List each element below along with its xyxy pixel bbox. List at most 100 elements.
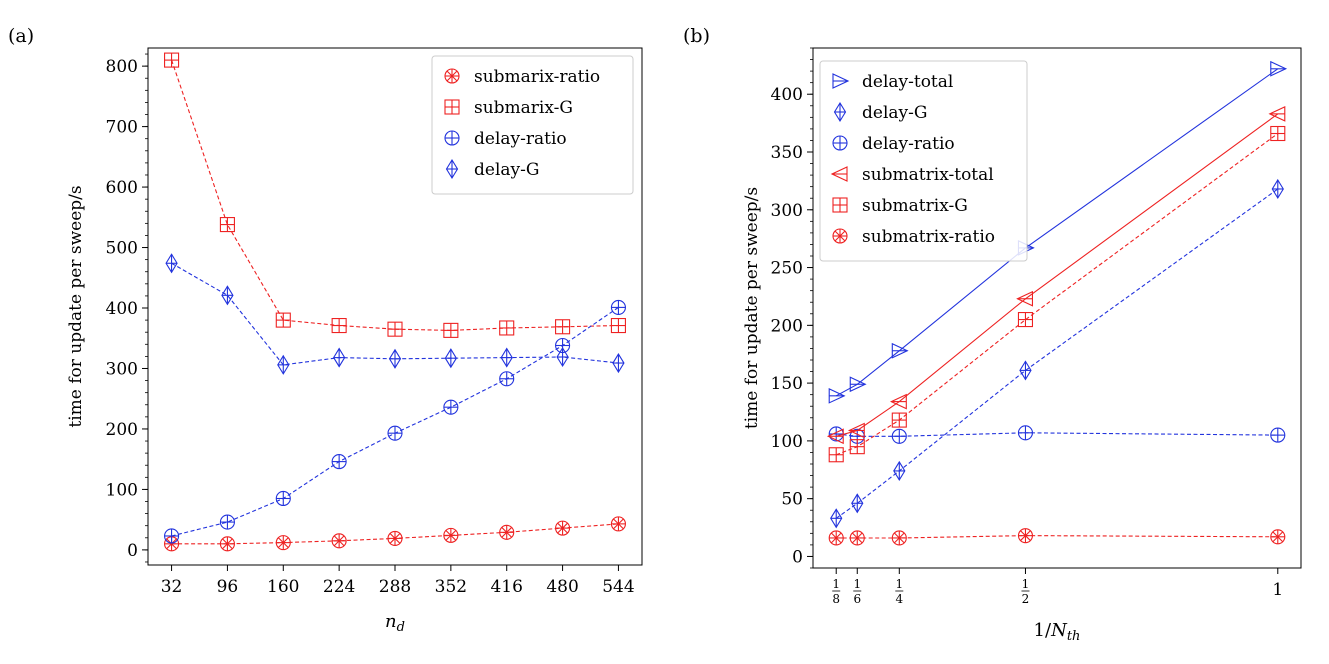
data-point-submatrix-total-1	[847, 422, 865, 439]
y-tick-label: 500	[106, 239, 138, 259]
y-tick-label: 0	[792, 547, 803, 567]
data-point-delay-total-4	[1270, 60, 1288, 77]
y-tick-label: 200	[771, 316, 803, 336]
fraction-denominator: 8	[832, 592, 840, 606]
data-point-delay-G-2	[893, 460, 906, 481]
data-point-submarix-ratio-4	[387, 530, 403, 546]
legend-marker-delay-G	[445, 158, 459, 180]
data-point-delay-ratio-8	[610, 299, 626, 315]
legend-marker-delay-ratio	[832, 135, 848, 151]
data-point-delay-G-1	[851, 493, 864, 514]
x-tick-label-fraction: 12	[1021, 577, 1030, 606]
legend-marker-submatrix-total	[830, 166, 848, 182]
y-tick-label: 400	[106, 299, 138, 319]
data-point-submatrix-G-3	[1017, 312, 1034, 328]
data-point-submatrix-ratio-4	[1270, 529, 1286, 545]
data-point-delay-total-1	[849, 376, 867, 393]
data-point-submarix-G-8	[610, 317, 626, 334]
data-point-delay-ratio-6	[499, 371, 515, 387]
data-point-delay-G-0	[830, 508, 843, 529]
legend-label-submarix-ratio: submarix-ratio	[474, 67, 600, 87]
data-point-submatrix-ratio-0	[828, 530, 844, 546]
legend-label-submatrix-G: submatrix-G	[862, 196, 968, 216]
y-axis-label: time for update per sweep/s	[66, 185, 86, 427]
data-point-submatrix-total-3	[1016, 290, 1034, 307]
data-point-delay-ratio-3	[1017, 425, 1034, 441]
chart-panel-a: 0 100 200 300 400 500 600 700 800 32 96 160 224 288 35…	[66, 47, 643, 635]
y-tick-label: 600	[106, 178, 138, 198]
legend: submarix-ratio submarix-G delay-ratio delay…	[431, 55, 634, 195]
y-tick-label: 200	[106, 420, 138, 440]
data-point-submarix-G-4	[387, 321, 403, 337]
legend-box	[819, 60, 1028, 262]
legend-marker-delay-G	[833, 101, 847, 123]
legend-marker-submarix-G	[444, 99, 460, 115]
data-point-submarix-ratio-3	[331, 533, 347, 549]
legend-label-submatrix-ratio: submatrix-ratio	[862, 227, 995, 247]
legend-box	[431, 55, 634, 195]
data-point-submarix-ratio-5	[443, 527, 459, 543]
fraction-denominator: 4	[895, 592, 903, 606]
data-point-submarix-G-3	[331, 317, 347, 334]
panel-a-label: (a)	[8, 25, 34, 47]
fraction-denominator: 6	[853, 592, 861, 606]
data-point-submarix-G-0	[164, 52, 180, 68]
legend: delay-total delay-G delay-ratio submatrix-t…	[819, 60, 1028, 262]
legend-marker-submatrix-G	[832, 197, 848, 213]
panel-b-label: (b)	[683, 25, 710, 47]
data-point-submatrix-total-4	[1268, 106, 1286, 122]
data-point-submatrix-G-4	[1270, 125, 1286, 142]
y-tick-label: 300	[771, 201, 803, 221]
data-point-delay-total-2	[891, 342, 909, 359]
data-point-delay-ratio-0	[828, 426, 844, 442]
legend-label-submatrix-total: submatrix-total	[862, 165, 994, 185]
x-axis-label: nd	[385, 611, 405, 635]
data-point-delay-G-3	[332, 347, 346, 368]
data-point-submatrix-ratio-3	[1017, 528, 1034, 544]
data-point-submarix-ratio-6	[499, 524, 515, 540]
data-point-submatrix-ratio-2	[891, 530, 907, 546]
data-point-delay-ratio-1	[219, 514, 235, 530]
legend-label-submarix-G: submarix-G	[474, 98, 573, 118]
y-tick-label: 700	[106, 118, 138, 138]
data-point-delay-ratio-0	[164, 528, 180, 544]
plot-frame	[812, 47, 1302, 569]
data-point-delay-G-2	[277, 354, 290, 375]
legend-label-delay-ratio: delay-ratio	[862, 134, 955, 154]
data-point-delay-ratio-4	[1270, 427, 1286, 443]
data-point-delay-ratio-2	[891, 428, 907, 444]
legend-label-delay-ratio: delay-ratio	[474, 129, 567, 149]
x-tick-label: 1	[1272, 580, 1283, 600]
legend-label-delay-G: delay-G	[862, 103, 927, 123]
data-point-delay-G-0	[165, 253, 178, 274]
y-tick-label: 100	[106, 480, 138, 500]
legend-marker-delay-ratio	[444, 130, 460, 146]
data-point-delay-total-0	[828, 387, 846, 404]
data-point-submatrix-total-0	[826, 428, 844, 445]
data-point-submatrix-G-0	[828, 447, 844, 463]
data-point-submatrix-ratio-1	[849, 530, 865, 546]
x-tick-label: 288	[379, 577, 411, 597]
data-point-delay-G-8	[612, 352, 625, 374]
data-point-submatrix-total-2	[889, 393, 907, 410]
y-tick-label: 300	[106, 359, 138, 379]
data-point-delay-ratio-4	[387, 425, 403, 441]
y-tick-label: 150	[771, 374, 803, 394]
data-point-delay-G-6	[500, 347, 513, 368]
x-axis-label: 1/Nth	[1034, 620, 1081, 644]
data-point-delay-G-1	[221, 285, 234, 306]
y-tick-label: 0	[127, 541, 138, 561]
fraction-numerator: 1	[1022, 577, 1030, 591]
data-point-submarix-ratio-1	[219, 536, 235, 552]
fraction-numerator: 1	[832, 577, 840, 591]
x-tick-label: 96	[217, 577, 239, 597]
legend-marker-submatrix-ratio	[832, 228, 848, 244]
x-tick-label: 480	[546, 577, 578, 597]
series-line-delay-G	[171, 262, 619, 366]
legend-label-delay-G: delay-G	[474, 160, 539, 180]
x-tick-label: 352	[435, 577, 467, 597]
x-tick-label-fraction: 14	[895, 577, 903, 606]
data-point-submatrix-G-2	[891, 412, 907, 428]
data-point-submarix-G-7	[555, 319, 571, 335]
